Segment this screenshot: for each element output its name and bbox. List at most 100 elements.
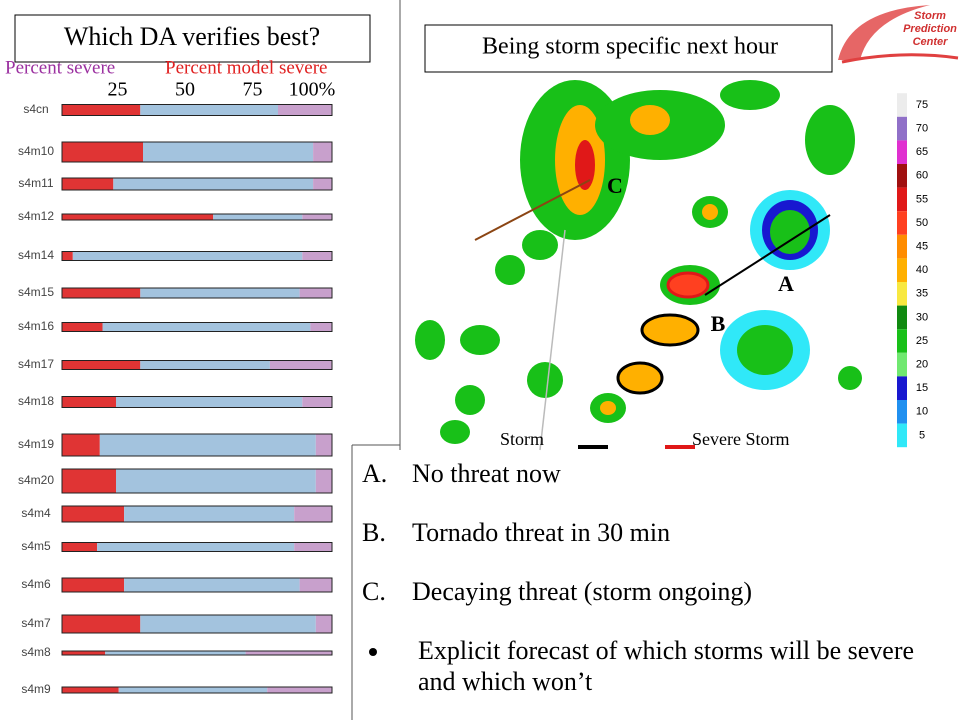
category-label: s4m8: [21, 645, 51, 659]
bar-segment: [105, 651, 246, 655]
colorbar-label: 70: [916, 123, 928, 135]
category-label: s4m14: [18, 248, 54, 262]
storm-label: C: [607, 173, 623, 198]
bar-segment: [140, 615, 316, 633]
bar-segment: [62, 469, 116, 493]
bar-segment: [313, 142, 332, 162]
bar-segment: [294, 506, 332, 522]
colorbar-cell: [897, 93, 907, 117]
bar-outline: [61, 104, 333, 116]
subtitle: Being storm specific next hour: [482, 34, 778, 60]
colorbar-label: 40: [916, 264, 928, 276]
bar-segment: [124, 506, 295, 522]
bar-outline: [61, 614, 333, 634]
category-label: s4m12: [18, 209, 54, 223]
bar-outline: [61, 360, 333, 370]
bar-segment: [299, 578, 332, 592]
bar-segment: [315, 469, 332, 493]
bar-segment: [140, 104, 278, 116]
x-tick-label: 25: [108, 79, 128, 101]
colorbar-cell: [897, 400, 907, 424]
list-text: Tornado threat in 30 min: [412, 518, 671, 547]
category-label: s4m20: [18, 473, 54, 487]
storm-label: B: [711, 311, 726, 336]
bar-segment: [267, 687, 332, 693]
category-label: s4m19: [18, 437, 54, 451]
bar-outline: [61, 577, 333, 593]
colorbar-label: 55: [916, 193, 928, 205]
logo-text: Prediction: [903, 23, 957, 35]
colorbar-cell: [897, 258, 907, 282]
bar-segment: [62, 615, 141, 633]
colorbar-cell: [897, 187, 907, 212]
bar-outline: [61, 213, 333, 221]
bar-segment: [113, 178, 314, 190]
bar-segment: [102, 322, 311, 332]
bar-segment: [62, 214, 214, 220]
bar-segment: [62, 104, 141, 116]
bar-segment: [118, 687, 268, 693]
bar-outline: [61, 433, 333, 457]
colorbar-label: 5: [919, 429, 925, 441]
category-label: s4m6: [21, 577, 51, 591]
bar-segment: [62, 360, 141, 370]
category-label: s4m11: [18, 176, 53, 190]
bar-segment: [62, 434, 100, 456]
bar-segment: [62, 651, 106, 655]
bar-outline: [61, 468, 333, 494]
bar-segment: [62, 288, 141, 298]
bar-segment: [302, 396, 332, 408]
colorbar-cell: [897, 282, 907, 306]
bar-segment: [294, 542, 332, 552]
list-item: Explicit forecast of which storms will b…: [362, 635, 952, 697]
category-label: s4cn: [23, 102, 48, 116]
category-label: s4m4: [21, 506, 51, 520]
bar-outline: [61, 686, 333, 694]
bar-segment: [62, 506, 125, 522]
title-box: [14, 14, 371, 63]
list: A. No threat now B. Tornado threat in 30 mi…: [362, 458, 952, 725]
bar-outline: [61, 505, 333, 523]
x-tick-label: 100%: [289, 79, 336, 101]
bar-segment: [302, 251, 332, 261]
bar-segment: [310, 322, 332, 332]
colorbar-label: 50: [916, 217, 928, 229]
bar-outline: [61, 251, 333, 261]
list-text: Explicit forecast of which storms will b…: [418, 636, 915, 696]
bar-segment: [140, 288, 300, 298]
list-marker: A.: [362, 459, 388, 488]
bar-segment: [299, 288, 332, 298]
bar-segment: [62, 322, 103, 332]
list-text: No threat now: [412, 459, 561, 488]
colorbar-label: 30: [916, 311, 928, 323]
colorbar-cell: [897, 140, 907, 164]
colorbar-cell: [897, 305, 907, 330]
bar-outline: [61, 177, 333, 191]
bar-segment: [116, 396, 303, 408]
bar-segment: [245, 651, 332, 655]
bar-segment: [62, 687, 119, 693]
category-label: s4m7: [21, 616, 51, 630]
radar-image: A B C Storm Severe Storm 75 70 65 60 55 50 45 40 35 30…: [415, 80, 928, 455]
colorbar-label: 75: [916, 99, 928, 111]
bar-outline: [61, 396, 333, 408]
colorbar-cell: [897, 376, 907, 400]
bar-segment: [124, 578, 300, 592]
category-label: s4m5: [21, 539, 51, 553]
bar-segment: [62, 578, 125, 592]
bar-segment: [62, 542, 98, 552]
colorbar-label: 65: [916, 146, 928, 158]
list-item: A. No threat now: [362, 458, 952, 489]
colorbar-label: 35: [916, 288, 928, 300]
bar-segment: [213, 214, 303, 220]
bar-segment: [140, 360, 270, 370]
list-marker: B.: [362, 518, 386, 547]
bar-segment: [143, 142, 314, 162]
bar-segment: [99, 434, 316, 456]
bar-segment: [62, 178, 114, 190]
bar-segment: [302, 214, 332, 220]
legend-label: Percent model severe: [165, 57, 327, 78]
category-label: s4m15: [18, 285, 54, 299]
colorbar-cell: [897, 211, 907, 235]
